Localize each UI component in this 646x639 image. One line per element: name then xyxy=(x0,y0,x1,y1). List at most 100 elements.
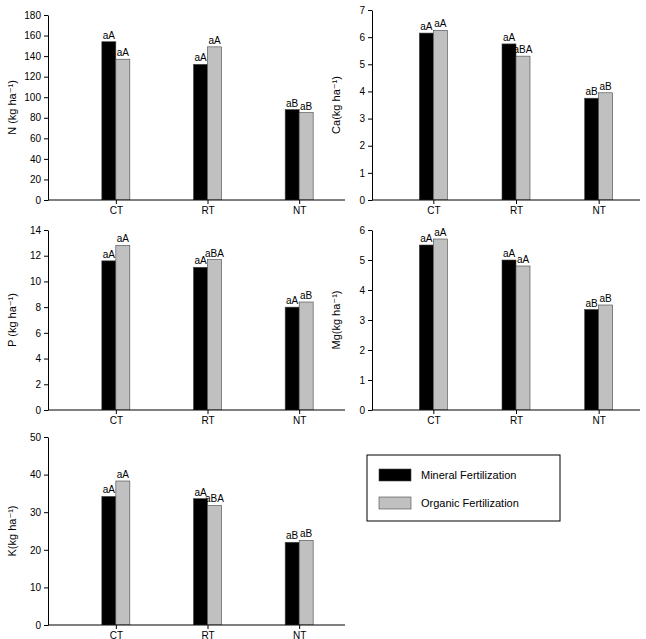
tick-label: 6 xyxy=(359,32,365,43)
bar: Mineral Fertilization xyxy=(502,44,516,200)
bar: Organic Fertilization xyxy=(433,239,447,410)
tick: RT xyxy=(201,410,214,426)
tick-label: 20 xyxy=(30,174,42,185)
bar: Mineral Fertilization xyxy=(102,496,116,625)
annotation: aA xyxy=(208,35,221,46)
annotations: aAaAaBaAaBAaB xyxy=(420,18,612,97)
tick: 14 xyxy=(30,225,48,236)
tick-label: 6 xyxy=(35,328,41,339)
tick-label: 3 xyxy=(359,315,365,326)
tick-label: 2 xyxy=(35,379,41,390)
tick-mark xyxy=(44,333,48,334)
x-axis: CT RT NT xyxy=(48,625,345,639)
bar: Mineral Fertilization xyxy=(194,499,208,625)
tick-mark xyxy=(208,410,209,414)
bar: Mineral Fertilization xyxy=(285,110,299,200)
tick: NT xyxy=(592,410,605,426)
tick: CT xyxy=(110,625,123,639)
tick: 180 xyxy=(24,10,48,21)
tick: 100 xyxy=(24,92,48,103)
tick: 30 xyxy=(30,507,48,518)
tick-label: 2 xyxy=(359,345,365,356)
bar: Mineral Fertilization xyxy=(285,307,299,410)
tick-label: 7 xyxy=(359,5,365,16)
axis-line xyxy=(48,200,345,201)
x-axis: CTRTNT xyxy=(372,200,640,216)
tick-mark xyxy=(368,320,372,321)
tick: CT xyxy=(110,200,123,216)
axis-line xyxy=(372,410,640,411)
tick-mark xyxy=(368,410,372,411)
annotation: aA xyxy=(103,484,116,495)
tick-mark xyxy=(599,410,600,414)
annotation: aB xyxy=(600,293,613,304)
bar: Organic Fertilization xyxy=(516,56,530,200)
y-axis: 02468101214 xyxy=(30,225,49,416)
tick: NT xyxy=(293,410,306,426)
tick-mark xyxy=(368,230,372,231)
tick: NT xyxy=(293,200,306,216)
bar: Organic Fertilization xyxy=(299,113,313,200)
axis-title: P (kg ha⁻¹) xyxy=(6,293,18,347)
tick: 4 xyxy=(35,353,48,364)
tick-label: 4 xyxy=(359,285,365,296)
tick-mark xyxy=(116,200,117,204)
tick-mark xyxy=(44,138,48,139)
tick-label: NT xyxy=(293,630,306,639)
x-axis: CTRTNT xyxy=(48,410,345,426)
tick-mark xyxy=(368,350,372,351)
annotation: aA xyxy=(103,249,116,260)
tick-label: 1 xyxy=(359,168,365,179)
tick-label: 12 xyxy=(30,250,42,261)
annotation: aA xyxy=(517,254,530,265)
legend-swatch xyxy=(379,469,411,481)
annotation: aB xyxy=(600,81,613,92)
annotation: aB xyxy=(300,528,313,539)
annotations: aAaAaBaAaBAaB xyxy=(103,469,313,541)
tick-mark xyxy=(208,200,209,204)
bars: Mineral FertilizationMineral Fertilizati… xyxy=(102,245,313,410)
tick: 120 xyxy=(24,71,48,82)
annotation: aB xyxy=(300,290,313,301)
tick-mark xyxy=(368,290,372,291)
bar: Organic Fertilization xyxy=(599,93,613,200)
tick: 0 xyxy=(35,405,48,416)
y-axis: 020406080100120140160180 xyxy=(24,10,48,206)
tick-label: RT xyxy=(201,630,214,639)
bar: Mineral Fertilization xyxy=(419,245,433,410)
annotation: aA xyxy=(420,21,433,32)
tick-label: 5 xyxy=(359,255,365,266)
tick-mark xyxy=(368,200,372,201)
x-axis: CTRTNT xyxy=(48,200,345,216)
annotation: aA xyxy=(103,30,116,41)
tick-label: 3 xyxy=(359,113,365,124)
tick-mark xyxy=(516,200,517,204)
tick: 1 xyxy=(359,168,372,179)
axis-title: N (kg ha⁻¹) xyxy=(6,80,18,135)
tick-mark xyxy=(44,77,48,78)
bar: Mineral Fertilization xyxy=(585,98,599,200)
annotation: aA xyxy=(286,295,299,306)
annotation: aB xyxy=(286,98,299,109)
bar: Mineral Fertilization xyxy=(285,542,299,625)
tick-label: 120 xyxy=(24,71,41,82)
tick: 6 xyxy=(35,328,48,339)
bar: Organic Fertilization xyxy=(433,30,447,200)
axis-line xyxy=(48,231,49,411)
tick-mark xyxy=(44,179,48,180)
tick-mark xyxy=(44,550,48,551)
tick-label: 30 xyxy=(30,507,42,518)
axis-line xyxy=(48,438,49,626)
tick-label: RT xyxy=(510,415,523,426)
bar: Organic Fertilization xyxy=(299,302,313,410)
tick: RT xyxy=(201,625,214,639)
bar: Mineral Fertilization xyxy=(102,42,116,200)
tick-mark xyxy=(44,118,48,119)
tick-mark xyxy=(44,15,48,16)
x-axis: CTRTNT xyxy=(372,410,640,426)
tick: 50 xyxy=(30,432,48,443)
tick: 5 xyxy=(359,59,372,70)
tick: CT xyxy=(427,200,440,216)
tick-mark xyxy=(368,119,372,120)
tick-label: 180 xyxy=(24,10,41,21)
